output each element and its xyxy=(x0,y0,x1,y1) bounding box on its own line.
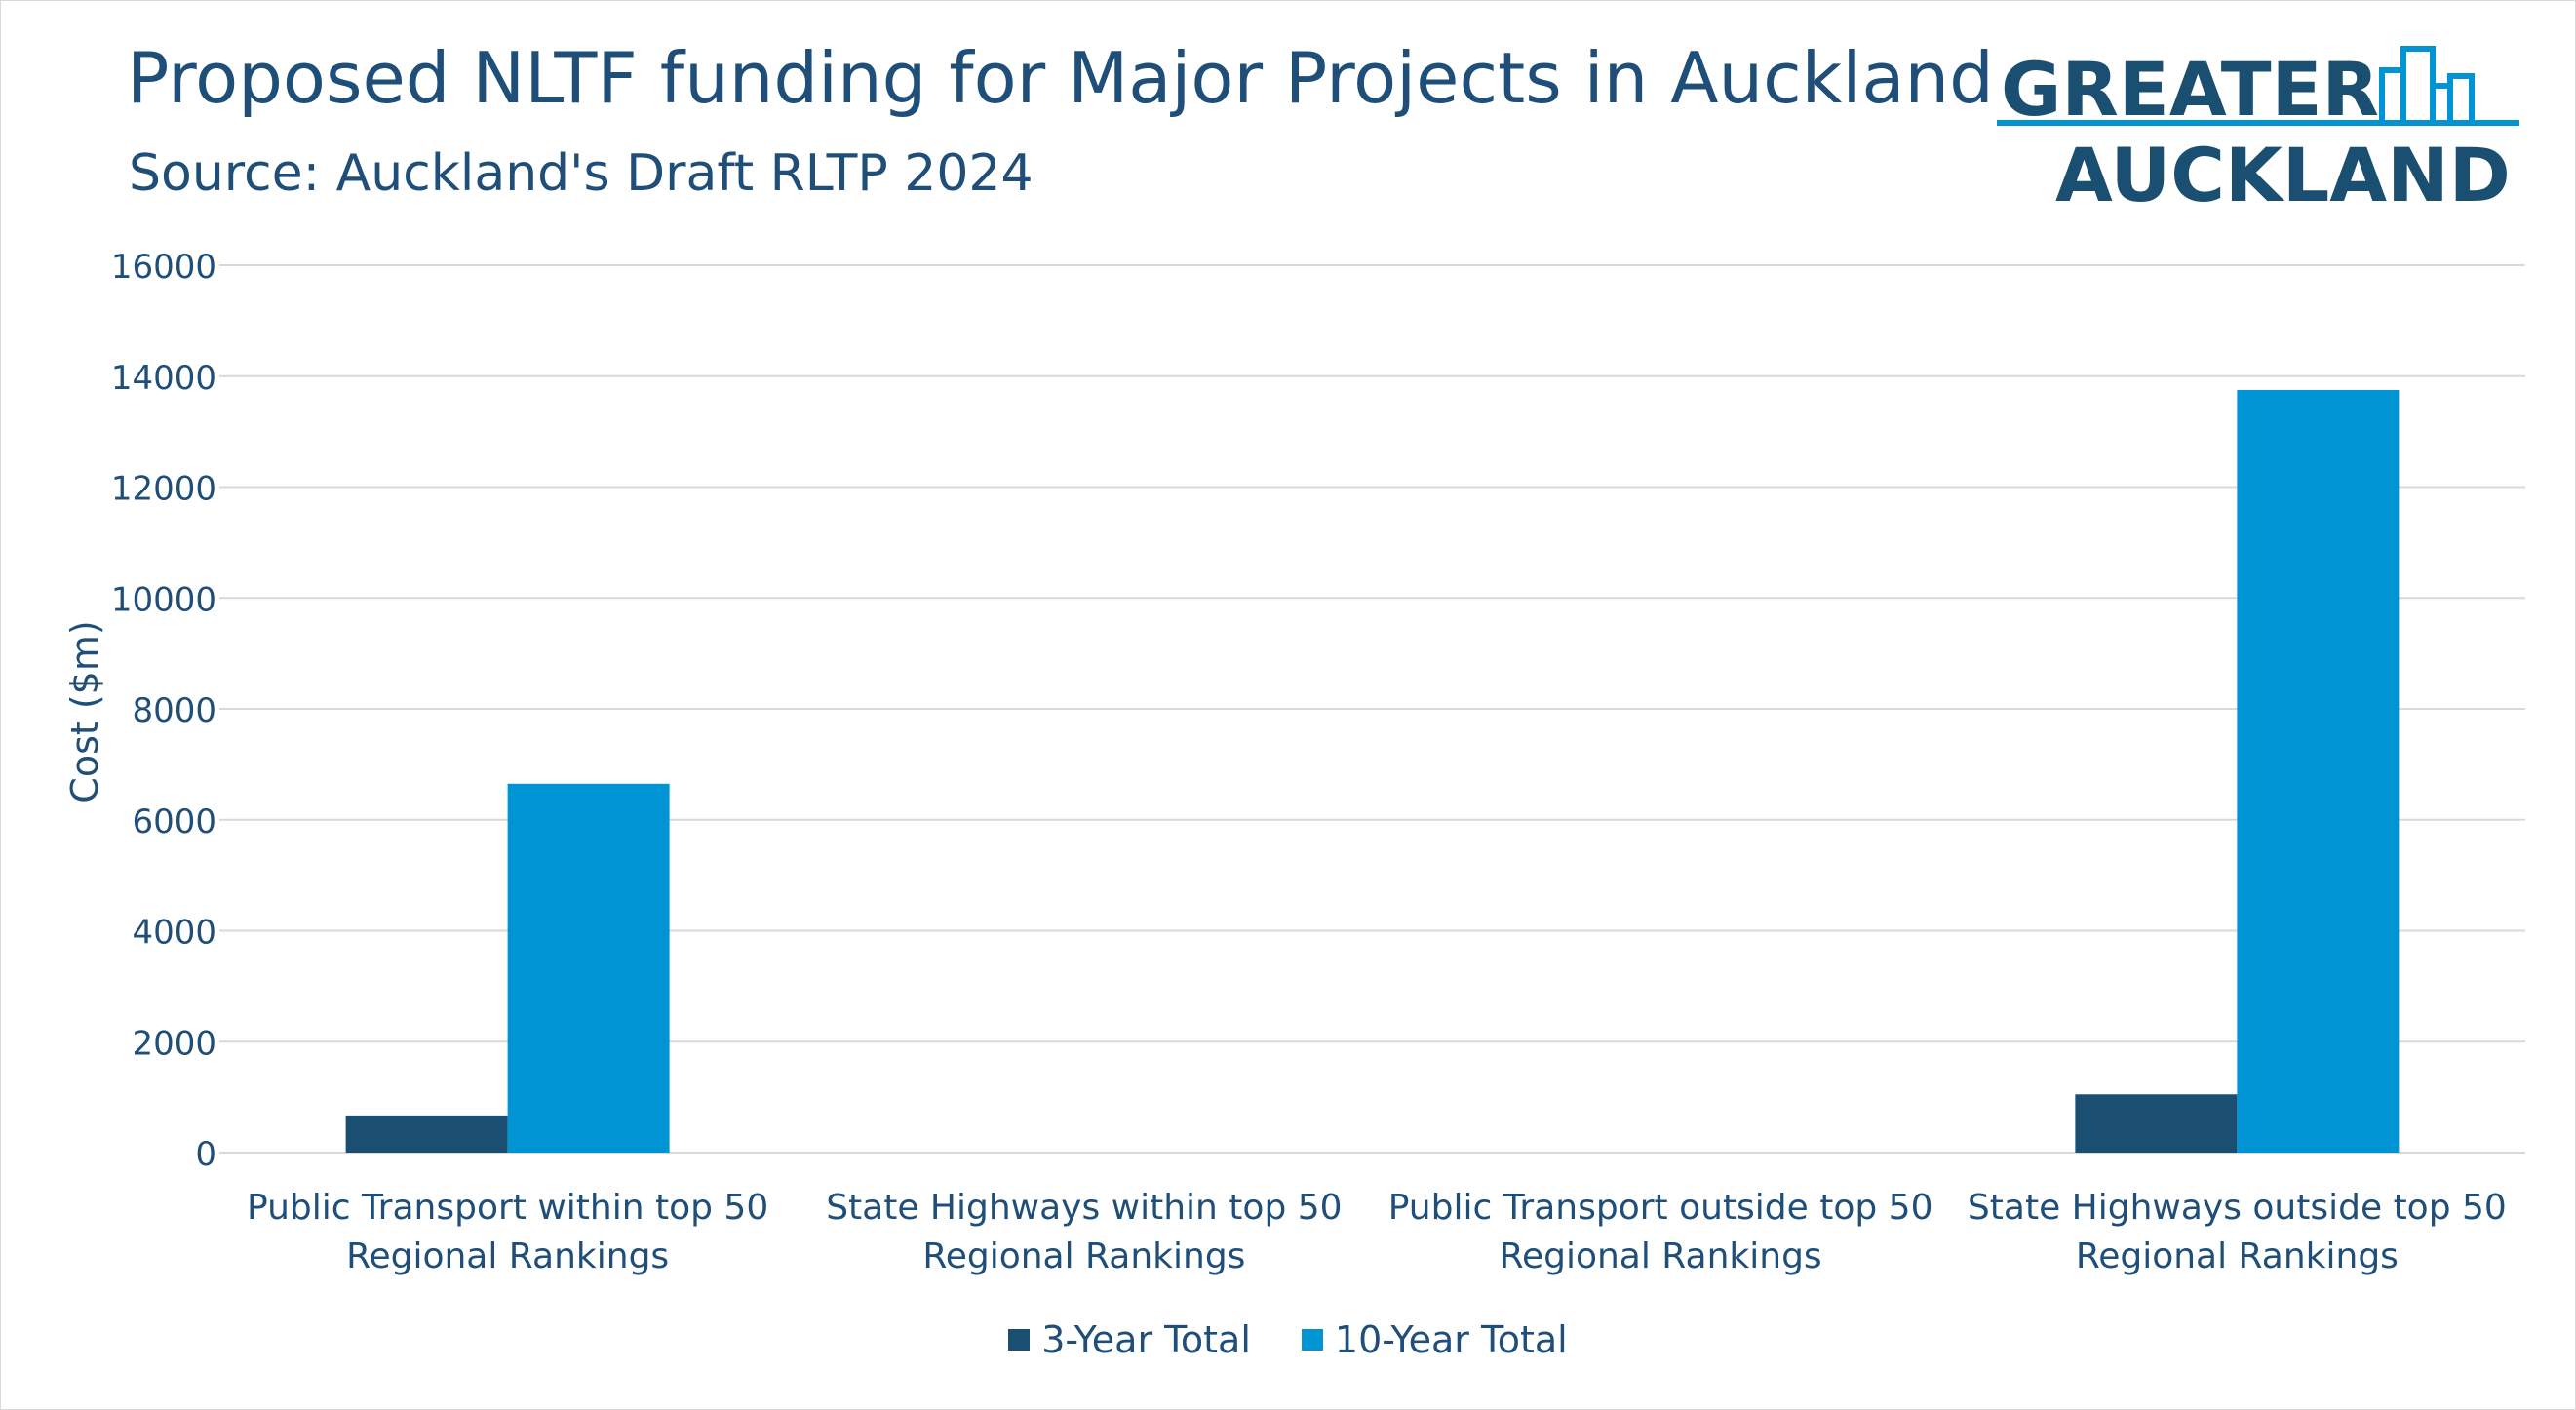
x-tick-label: Public Transport within top 50 Regional R… xyxy=(247,1188,768,1276)
legend-label: 3-Year Total xyxy=(1041,1318,1251,1361)
logo-text-greater: GREATER xyxy=(2001,46,2379,133)
y-axis-label: Cost ($m) xyxy=(63,620,106,803)
x-tick-label-line: Public Transport outside top 50 xyxy=(1388,1188,1933,1228)
x-tick-label-line: Regional Rankings xyxy=(1500,1236,1822,1276)
chart-subtitle: Source: Auckland's Draft RLTP 2024 xyxy=(129,144,1034,203)
x-tick-label-line: Public Transport within top 50 xyxy=(247,1188,768,1228)
bar-3-year-total-3 xyxy=(2075,1094,2238,1153)
bars xyxy=(345,389,2400,1153)
greater-auckland-logo: GREATER AUCKLAND xyxy=(1997,46,2519,216)
x-tick-label-line: State Highways outside top 50 xyxy=(1968,1188,2507,1228)
legend: 3-Year Total 10-Year Total xyxy=(0,1318,2576,1361)
y-tick-label: 6000 xyxy=(132,803,216,842)
x-tick-label: State Highways within top 50 Regional Ran… xyxy=(826,1188,1342,1276)
y-tick-label: 14000 xyxy=(111,359,216,398)
y-axis-tick-labels: 0 2000 4000 6000 8000 10000 12000 14000 16000 xyxy=(111,248,216,1174)
bar-10-year-total-0 xyxy=(507,783,670,1153)
y-tick-label: 12000 xyxy=(111,470,216,509)
x-tick-label-line: State Highways within top 50 xyxy=(826,1188,1342,1228)
logo-text-auckland: AUCKLAND xyxy=(2055,132,2511,216)
x-tick-label: Public Transport outside top 50 Regional … xyxy=(1388,1188,1933,1276)
y-tick-label: 0 xyxy=(195,1135,216,1174)
bar-10-year-total-3 xyxy=(2237,389,2400,1153)
x-tick-label-line: Regional Rankings xyxy=(346,1236,669,1276)
legend-swatch xyxy=(1301,1329,1323,1351)
legend-item-10-year-total: 10-Year Total xyxy=(1301,1318,1568,1361)
legend-label: 10-Year Total xyxy=(1334,1318,1568,1361)
y-tick-label: 10000 xyxy=(111,580,216,619)
y-tick-label: 16000 xyxy=(111,248,216,287)
chart-title: Proposed NLTF funding for Major Projects… xyxy=(127,37,1994,119)
legend-swatch xyxy=(1008,1329,1031,1351)
x-tick-label-line: Regional Rankings xyxy=(922,1236,1245,1276)
y-tick-label: 8000 xyxy=(132,691,216,730)
x-tick-label: State Highways outside top 50 Regional Ra… xyxy=(1968,1188,2507,1276)
legend-item-3-year-total: 3-Year Total xyxy=(1008,1318,1251,1361)
x-axis-tick-labels: Public Transport within top 50 Regional R… xyxy=(247,1188,2507,1276)
bar-3-year-total-0 xyxy=(345,1115,508,1153)
y-tick-label: 2000 xyxy=(132,1024,216,1063)
y-tick-label: 4000 xyxy=(132,914,216,953)
x-tick-label-line: Regional Rankings xyxy=(2076,1236,2399,1276)
